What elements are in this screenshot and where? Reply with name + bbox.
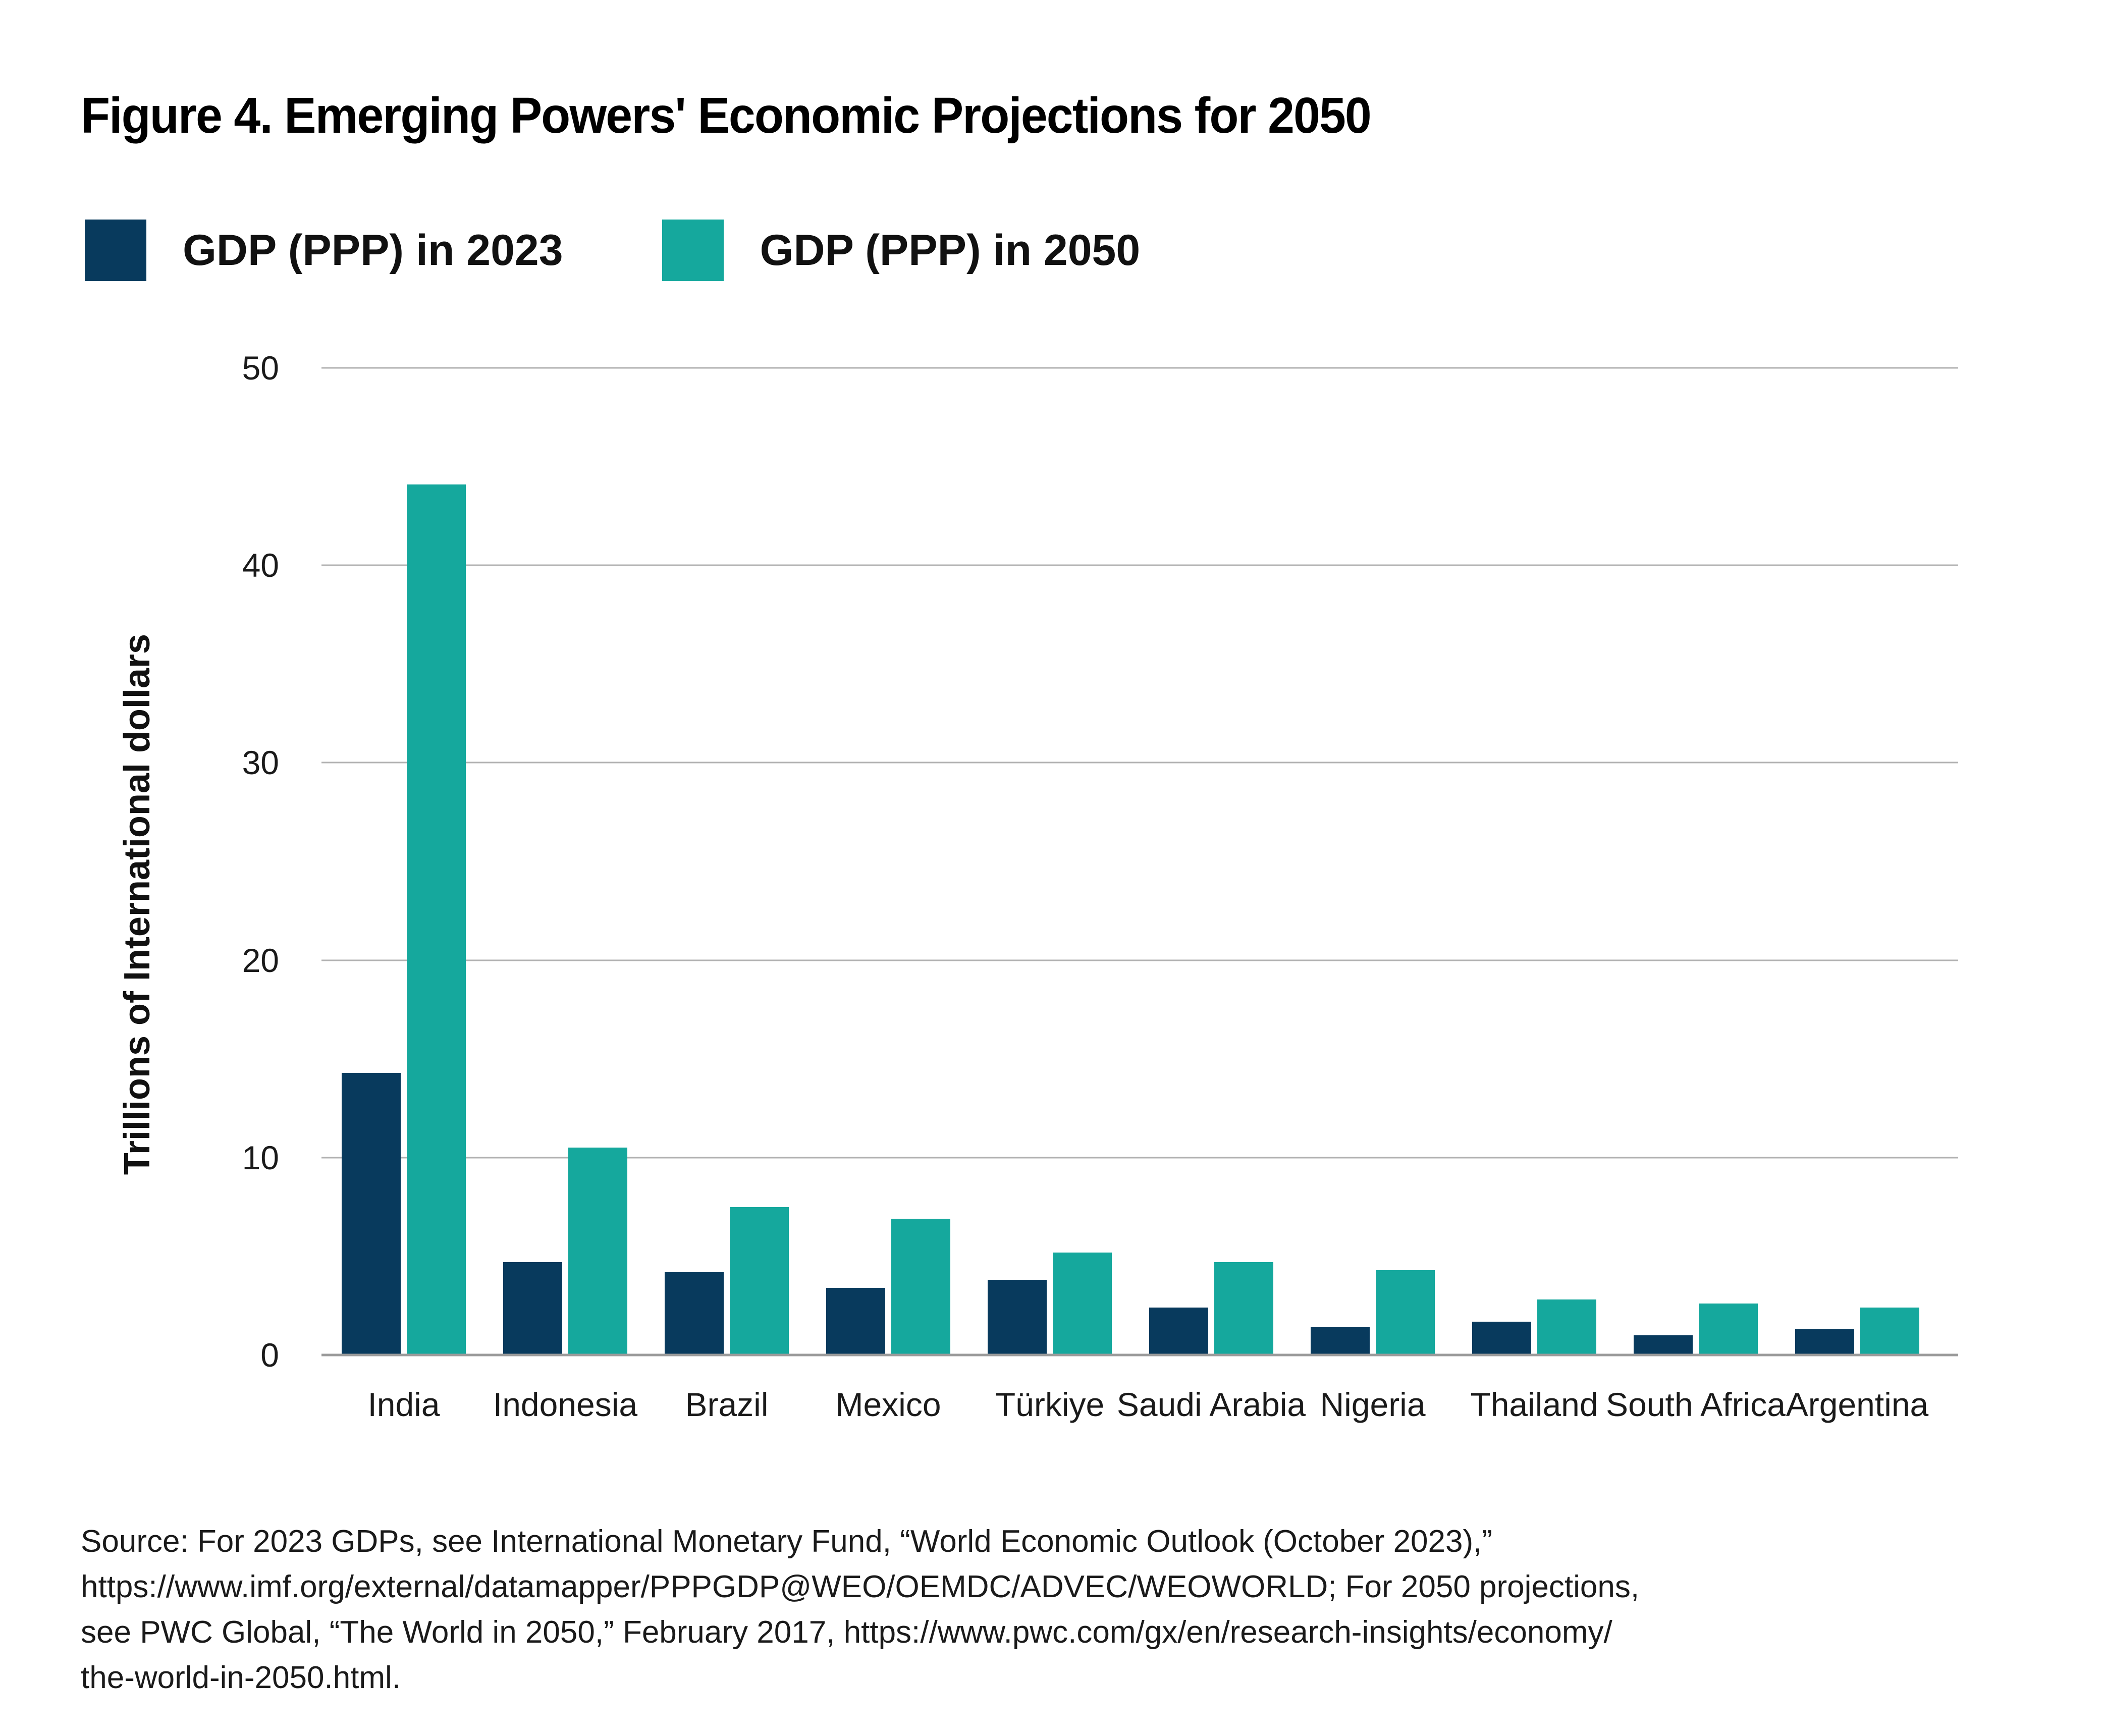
legend-item-2050: GDP (PPP) in 2050	[662, 220, 1141, 281]
bar-group-thailand	[1472, 368, 1596, 1355]
figure-title: Figure 4. Emerging Powers' Economic Proj…	[81, 87, 1372, 144]
source-line: see PWC Global, “The World in 2050,” Feb…	[81, 1615, 1612, 1650]
bar-2023-thailand	[1472, 1321, 1531, 1355]
bar-2023-india	[342, 1072, 401, 1355]
bar-2050-argentina	[1860, 1308, 1919, 1355]
bar-2050-thailand	[1537, 1299, 1596, 1355]
bar-2023-indonesia	[503, 1262, 562, 1355]
bar-2050-saudi-arabia	[1214, 1262, 1273, 1355]
x-category-label-t-rkiye: Türkiye	[995, 1386, 1105, 1423]
gridline-y-30	[321, 762, 1958, 764]
plot-area: 0 10 20 30 40 50	[242, 351, 1958, 1372]
legend-swatch-2050	[662, 220, 724, 281]
gridline-y-20	[321, 959, 1958, 961]
bar-2050-mexico	[891, 1219, 950, 1355]
bar-2023-saudi-arabia	[1149, 1308, 1208, 1355]
x-category-label-brazil: Brazil	[685, 1386, 769, 1423]
bar-group-nigeria	[1311, 368, 1435, 1355]
x-category-label-india: India	[367, 1386, 440, 1423]
bar-2050-south-africa	[1699, 1304, 1758, 1355]
bar-group-t-rkiye	[988, 368, 1112, 1355]
bar-group-mexico	[826, 368, 950, 1355]
y-tick-label-30: 30	[242, 744, 279, 782]
gridline-y-10	[321, 1157, 1958, 1159]
bar-2023-south-africa	[1634, 1335, 1693, 1355]
source-line: https://www.imf.org/external/datamapper/…	[81, 1569, 1640, 1604]
y-axis-title: Trillions of International dollars	[117, 633, 157, 1175]
x-category-label-nigeria: Nigeria	[1320, 1386, 1426, 1423]
source-note: Source: For 2023 GDPs, see International…	[81, 1519, 2029, 1701]
bar-group-argentina	[1795, 368, 1919, 1355]
y-tick-label-40: 40	[242, 547, 279, 584]
bar-2023-brazil	[665, 1272, 724, 1355]
legend: GDP (PPP) in 2023 GDP (PPP) in 2050	[85, 220, 1140, 281]
gridline-y-50	[321, 367, 1958, 369]
y-tick-label-0: 0	[260, 1336, 279, 1374]
x-category-label-saudi-arabia: Saudi Arabia	[1116, 1386, 1306, 1423]
source-line: the-world-in-2050.html.	[81, 1660, 401, 1695]
y-tick-label-50: 50	[242, 349, 279, 387]
bar-2050-india	[407, 484, 466, 1355]
x-category-label-south-africa: South Africa	[1606, 1386, 1786, 1423]
x-category-label-argentina: Argentina	[1786, 1386, 1929, 1423]
bar-group-indonesia	[503, 368, 627, 1355]
y-tick-label-10: 10	[242, 1138, 279, 1176]
source-line: Source: For 2023 GDPs, see International…	[81, 1524, 1493, 1559]
y-tick-label-20: 20	[242, 941, 279, 979]
bar-group-brazil	[665, 368, 789, 1355]
bar-2050-t-rkiye	[1053, 1252, 1112, 1355]
legend-swatch-2023	[85, 220, 146, 281]
bar-group-india	[342, 368, 466, 1355]
bar-2023-t-rkiye	[988, 1280, 1047, 1355]
legend-label-2023: GDP (PPP) in 2023	[183, 226, 563, 275]
x-axis: India Indonesia Brazil Mexico Türkiye Saudi A…	[321, 1385, 1958, 1446]
legend-item-2023: GDP (PPP) in 2023	[85, 220, 563, 281]
gridline-y-40	[321, 564, 1958, 566]
x-category-label-indonesia: Indonesia	[493, 1386, 638, 1423]
x-category-label-thailand: Thailand	[1470, 1386, 1598, 1423]
bar-2050-brazil	[730, 1207, 789, 1355]
x-category-label-mexico: Mexico	[835, 1386, 941, 1423]
bar-2050-indonesia	[568, 1148, 627, 1355]
bar-2023-argentina	[1795, 1329, 1854, 1355]
bar-group-saudi-arabia	[1149, 368, 1273, 1355]
bar-2023-nigeria	[1311, 1327, 1370, 1355]
legend-label-2050: GDP (PPP) in 2050	[760, 226, 1141, 275]
bar-group-south-africa	[1634, 368, 1758, 1355]
bar-2050-nigeria	[1376, 1270, 1435, 1355]
bar-2023-mexico	[826, 1288, 885, 1355]
x-axis-baseline	[321, 1353, 1958, 1357]
